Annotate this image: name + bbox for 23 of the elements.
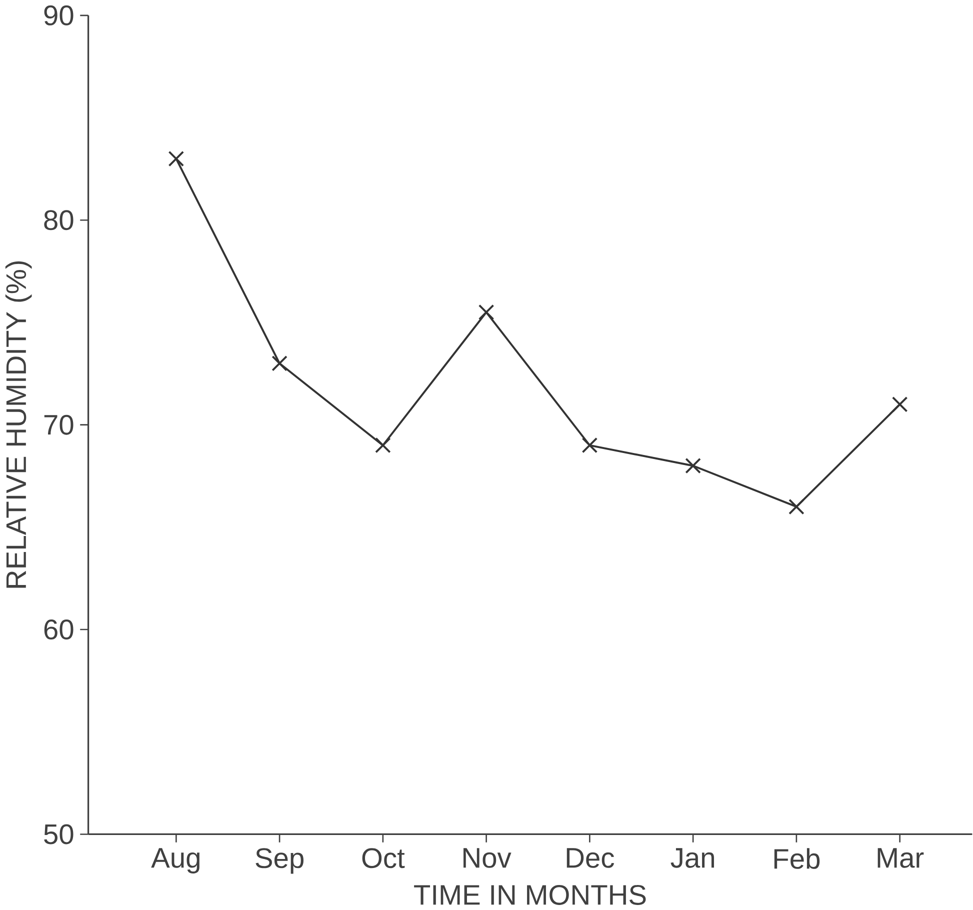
point bbox=[375, 437, 391, 454]
y-tick-label: 60 bbox=[44, 619, 74, 640]
y-tick-label: 50 bbox=[44, 824, 74, 844]
point bbox=[892, 396, 908, 412]
y-tick-label: 80 bbox=[44, 210, 74, 230]
x-tick-label: Jan bbox=[670, 848, 714, 868]
x-axis-title: TIME IN MONTHS bbox=[414, 884, 646, 905]
y-axis-title: RELATIVE HUMIDITY (%) bbox=[5, 261, 32, 588]
point bbox=[582, 437, 598, 454]
point bbox=[685, 458, 701, 474]
y-tick-label: 70 bbox=[44, 414, 74, 435]
point bbox=[272, 355, 288, 372]
point bbox=[478, 304, 494, 320]
y-tick-label: 90 bbox=[44, 5, 74, 26]
x-tick-label: Feb bbox=[774, 848, 820, 869]
x-tick-label: Dec bbox=[566, 848, 614, 868]
point bbox=[168, 150, 184, 166]
x-tick-label: Mar bbox=[878, 848, 924, 868]
x-tick-label: Aug bbox=[151, 848, 200, 874]
x-tick-label: Nov bbox=[464, 848, 512, 868]
x-tick-label: Sep bbox=[256, 848, 304, 874]
point bbox=[788, 498, 804, 514]
x-tick-label: Oct bbox=[362, 848, 405, 868]
